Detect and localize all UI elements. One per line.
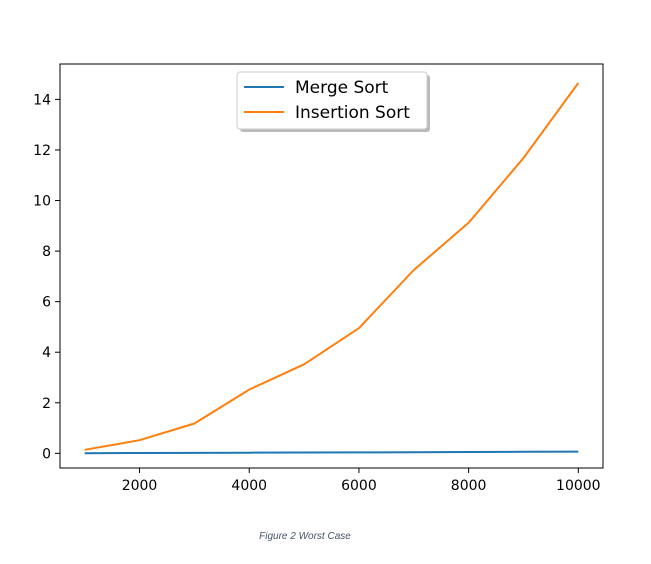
figure-caption: Figure 2 Worst Case <box>259 531 351 542</box>
y-tick-label: 10 <box>33 194 51 210</box>
series-line-insertion-sort <box>84 82 580 451</box>
y-tick-label: 0 <box>42 446 51 462</box>
y-tick-label: 4 <box>42 345 51 361</box>
y-axis-ticks: 0 2 4 6 8 10 12 14 <box>33 92 60 462</box>
legend: Merge Sort Insertion Sort <box>236 71 430 132</box>
x-tick-label: 6000 <box>341 478 377 494</box>
legend-box <box>236 71 428 130</box>
plot-area-frame <box>59 63 604 469</box>
x-tick-label: 2000 <box>122 478 158 494</box>
series-line-merge-sort <box>84 450 579 455</box>
x-tick-label: 10000 <box>556 478 601 494</box>
legend-label: Merge Sort <box>295 78 389 98</box>
y-tick-label: 14 <box>33 92 51 108</box>
y-tick-label: 2 <box>42 396 51 412</box>
legend-label: Insertion Sort <box>295 103 410 123</box>
x-tick-label: 8000 <box>451 478 487 494</box>
y-tick-label: 12 <box>33 143 51 159</box>
series-layer <box>84 82 580 455</box>
y-tick-label: 6 <box>42 295 51 311</box>
x-tick-label: 4000 <box>231 478 267 494</box>
x-axis-ticks: 2000 4000 6000 8000 10000 <box>122 468 601 494</box>
y-tick-label: 8 <box>42 244 51 260</box>
